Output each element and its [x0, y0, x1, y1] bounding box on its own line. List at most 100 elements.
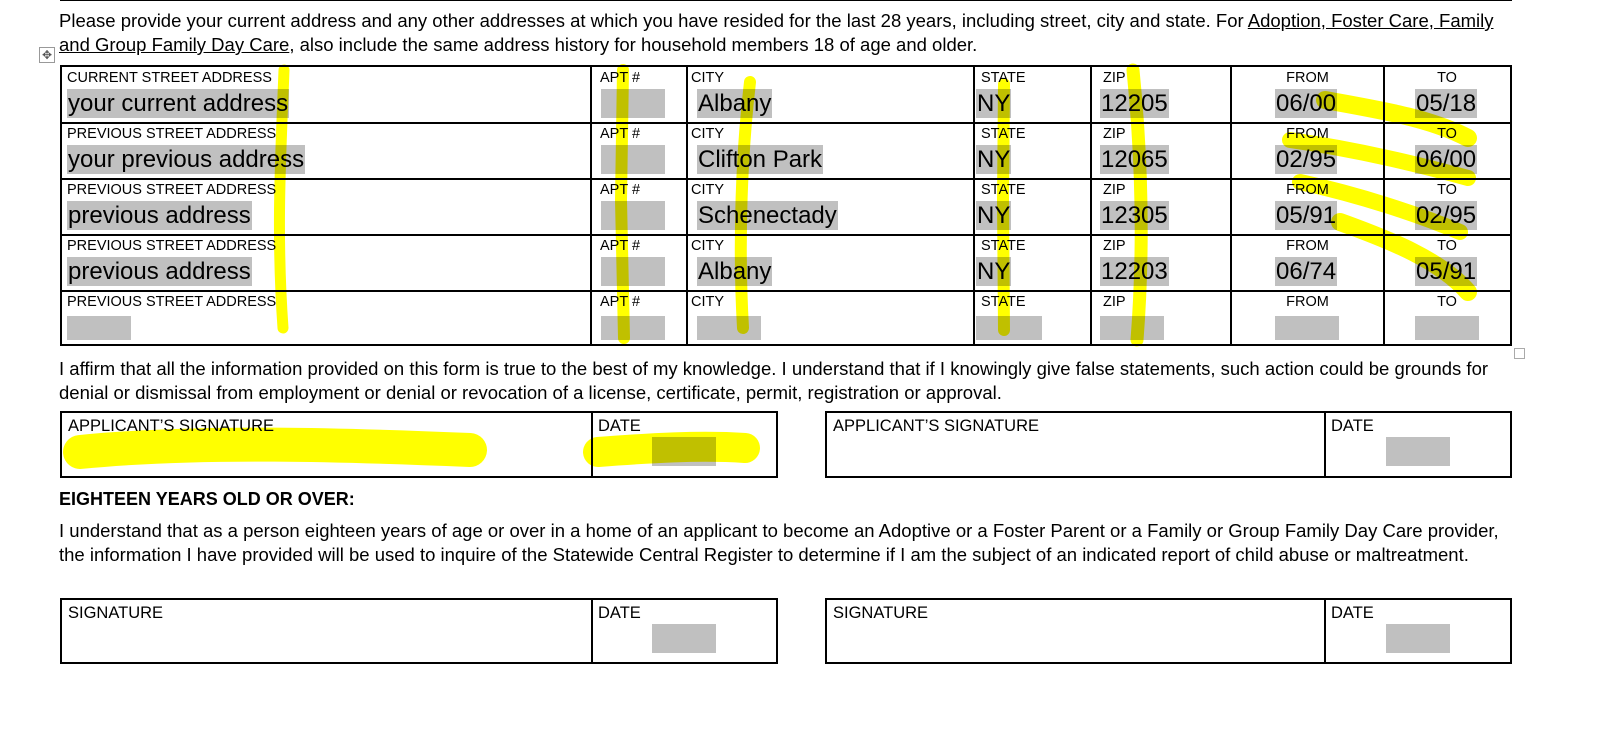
column-divider: [1230, 67, 1232, 344]
from-field[interactable]: 06/74: [1275, 257, 1338, 286]
apt-field[interactable]: [601, 201, 665, 230]
row-divider: [62, 234, 1510, 236]
street-field[interactable]: [67, 316, 131, 340]
apt-label: APT #: [600, 126, 641, 142]
zip-label: ZIP: [1103, 294, 1126, 310]
zip-label: ZIP: [1103, 238, 1126, 254]
zip-field[interactable]: 12205: [1100, 89, 1169, 118]
signature-label: SIGNATURE: [833, 604, 929, 622]
city-label: CITY: [691, 294, 725, 310]
state-label: STATE: [981, 294, 1026, 310]
applicant-signature-box-1[interactable]: APPLICANT’S SIGNATURE DATE: [60, 411, 778, 478]
city-field[interactable]: Albany: [697, 257, 773, 286]
apt-label: APT #: [600, 294, 641, 310]
table-resize-handle[interactable]: [1514, 348, 1525, 359]
from-label: FROM: [1286, 182, 1329, 198]
intro-text: Please provide your current address and …: [59, 10, 1248, 31]
date-field[interactable]: [1386, 624, 1450, 653]
state-label: STATE: [981, 126, 1026, 142]
from-field[interactable]: 06/00: [1275, 89, 1338, 118]
to-field[interactable]: [1415, 316, 1479, 340]
to-label: TO: [1437, 126, 1457, 142]
affirmation-text: I affirm that all the information provid…: [59, 358, 1489, 403]
intro-underlined: Adoption, Foster Care, Family and Group …: [59, 10, 1494, 55]
date-field[interactable]: [652, 437, 716, 466]
intro-text-end: , also include the same address history …: [289, 34, 978, 55]
street-label: PREVIOUS STREET ADDRESS: [67, 238, 277, 254]
zip-field[interactable]: 12203: [1100, 257, 1169, 286]
state-label: STATE: [981, 238, 1026, 254]
to-field[interactable]: 05/18: [1415, 89, 1478, 118]
to-field[interactable]: 06/00: [1415, 145, 1478, 174]
city-field[interactable]: [697, 316, 761, 340]
address-history-table: CURRENT STREET ADDRESS your current addre…: [60, 65, 1512, 346]
city-label: CITY: [691, 126, 725, 142]
city-label: CITY: [691, 182, 725, 198]
apt-field[interactable]: [601, 145, 665, 174]
over18-heading: EIGHTEEN YEARS OLD OR OVER:: [59, 489, 355, 509]
date-field[interactable]: [652, 624, 716, 653]
zip-label: ZIP: [1103, 126, 1126, 142]
street-field[interactable]: previous address: [67, 257, 252, 286]
intro-paragraph: Please provide your current address and …: [59, 9, 1519, 57]
table-move-handle-icon[interactable]: ✥: [39, 47, 55, 63]
zip-field[interactable]: 12305: [1100, 201, 1169, 230]
date-field[interactable]: [1386, 437, 1450, 466]
from-label: FROM: [1286, 126, 1329, 142]
from-field[interactable]: [1275, 316, 1339, 340]
state-label: STATE: [981, 70, 1026, 86]
state-field[interactable]: [976, 316, 1042, 340]
over18-signature-box-2[interactable]: SIGNATURE DATE: [825, 598, 1512, 664]
signature-label: SIGNATURE: [68, 604, 164, 622]
column-divider: [973, 67, 975, 344]
date-label: DATE: [598, 604, 641, 622]
apt-field[interactable]: [601, 89, 665, 118]
street-field[interactable]: your current address: [67, 89, 290, 118]
signature-label: APPLICANT’S SIGNATURE: [833, 417, 1039, 435]
from-field[interactable]: 02/95: [1275, 145, 1338, 174]
over18-text: I understand that as a person eighteen y…: [59, 520, 1499, 565]
zip-field[interactable]: 12065: [1100, 145, 1169, 174]
state-field[interactable]: NY: [976, 145, 1012, 174]
applicant-signature-box-2[interactable]: APPLICANT’S SIGNATURE DATE: [825, 411, 1512, 478]
zip-label: ZIP: [1103, 70, 1126, 86]
to-label: TO: [1437, 182, 1457, 198]
apt-label: APT #: [600, 238, 641, 254]
zip-label: ZIP: [1103, 182, 1126, 198]
city-field[interactable]: Clifton Park: [697, 145, 824, 174]
city-field[interactable]: Albany: [697, 89, 773, 118]
from-label: FROM: [1286, 238, 1329, 254]
apt-field[interactable]: [601, 316, 665, 340]
to-field[interactable]: 02/95: [1415, 201, 1478, 230]
top-rule: [60, 0, 1512, 1]
state-field[interactable]: NY: [976, 89, 1012, 118]
state-label: STATE: [981, 182, 1026, 198]
column-divider: [1090, 67, 1092, 344]
date-label: DATE: [1331, 417, 1374, 435]
zip-field[interactable]: [1100, 316, 1164, 340]
state-field[interactable]: NY: [976, 257, 1012, 286]
street-field[interactable]: your previous address: [67, 145, 306, 174]
column-divider: [686, 67, 688, 344]
apt-field[interactable]: [601, 257, 665, 286]
from-label: FROM: [1286, 70, 1329, 86]
signature-label: APPLICANT’S SIGNATURE: [68, 417, 274, 435]
row-divider: [62, 178, 1510, 180]
from-field[interactable]: 05/91: [1275, 201, 1338, 230]
street-label: CURRENT STREET ADDRESS: [67, 70, 272, 86]
to-label: TO: [1437, 238, 1457, 254]
street-field[interactable]: previous address: [67, 201, 252, 230]
city-label: CITY: [691, 70, 725, 86]
state-field[interactable]: NY: [976, 201, 1012, 230]
city-field[interactable]: Schenectady: [697, 201, 838, 230]
column-divider: [590, 67, 592, 344]
row-divider: [62, 122, 1510, 124]
row-divider: [62, 290, 1510, 292]
apt-label: APT #: [600, 182, 641, 198]
street-label: PREVIOUS STREET ADDRESS: [67, 294, 277, 310]
over18-signature-box-1[interactable]: SIGNATURE DATE: [60, 598, 778, 664]
date-label: DATE: [1331, 604, 1374, 622]
apt-label: APT #: [600, 70, 641, 86]
street-label: PREVIOUS STREET ADDRESS: [67, 126, 277, 142]
to-field[interactable]: 05/91: [1415, 257, 1478, 286]
